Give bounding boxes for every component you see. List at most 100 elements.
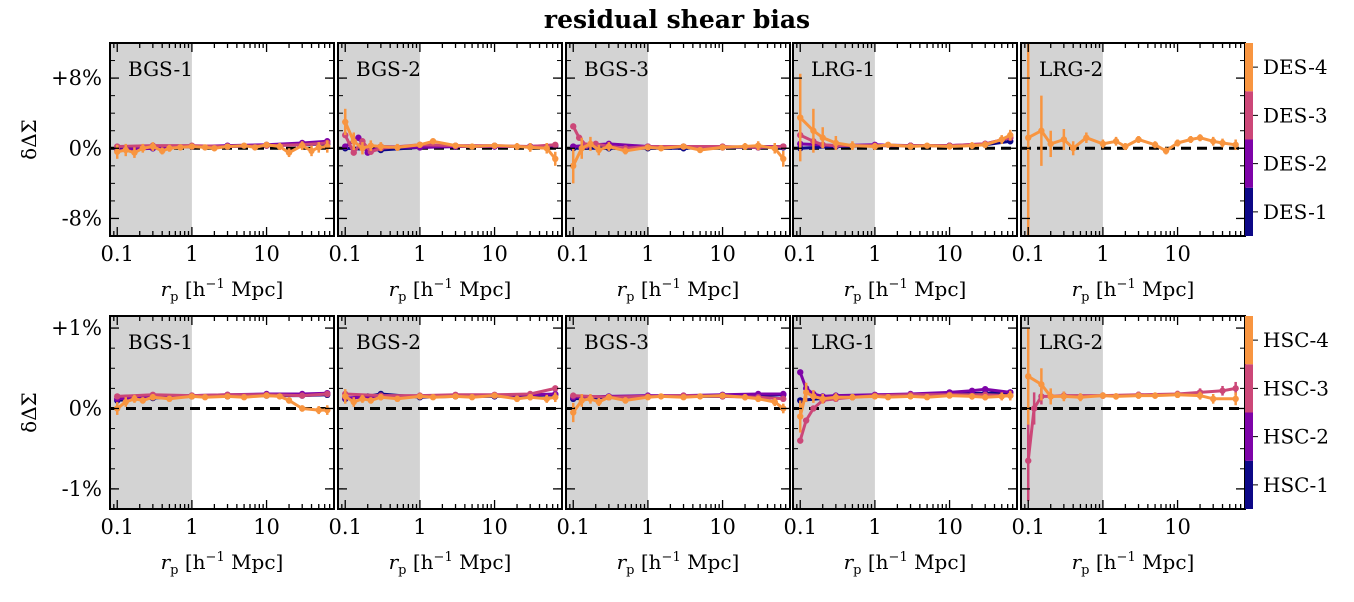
data-point xyxy=(819,395,826,403)
data-point xyxy=(139,397,147,404)
y-tick-label: 0% xyxy=(69,136,102,160)
colorbar-label: HSC-4 xyxy=(1263,328,1329,352)
data-point xyxy=(719,144,726,151)
data-point xyxy=(849,394,856,401)
x-tick-label: 0.1 xyxy=(784,242,817,266)
data-point xyxy=(188,143,196,150)
data-point xyxy=(315,144,322,151)
x-tick-label: 1 xyxy=(1096,515,1109,539)
data-point xyxy=(416,141,424,148)
panel-lrg-1: 0.1 1 10 LRG-1 rp [h−1 Mpc] xyxy=(784,42,1018,305)
series-layer xyxy=(570,390,787,423)
data-point xyxy=(1135,136,1142,143)
data-point xyxy=(754,142,762,149)
colorbar-swatch xyxy=(1245,43,1253,92)
data-point xyxy=(719,392,726,399)
data-point xyxy=(1174,139,1181,147)
data-point xyxy=(1038,127,1045,134)
panel-frame xyxy=(109,42,335,237)
x-tick-label: 10 xyxy=(936,242,963,266)
data-point xyxy=(188,393,196,400)
data-point xyxy=(1135,392,1142,399)
data-point xyxy=(595,146,603,154)
data-point xyxy=(587,140,594,148)
data-point xyxy=(741,394,749,401)
x-tick-label: 0.1 xyxy=(101,242,134,266)
data-point xyxy=(285,149,293,156)
data-point xyxy=(946,143,953,150)
series-des-4 xyxy=(570,136,787,184)
panel-lrg-2: 0.1 1 10 LRG-2 rp [h−1 Mpc] xyxy=(1012,315,1246,578)
colorbar-label: DES-2 xyxy=(1263,152,1328,176)
x-tick-label: 1 xyxy=(185,242,198,266)
series-hsc-4 xyxy=(114,392,331,415)
data-point xyxy=(491,392,498,399)
shaded-region xyxy=(566,316,648,509)
data-point xyxy=(1232,141,1239,148)
data-point xyxy=(1083,134,1090,141)
panel-label: LRG-2 xyxy=(1039,57,1103,81)
series-hsc-4 xyxy=(797,382,1014,433)
data-point xyxy=(342,393,349,400)
data-point xyxy=(1232,385,1239,392)
data-point xyxy=(570,123,577,130)
data-point xyxy=(224,143,231,150)
data-point xyxy=(1007,131,1014,139)
x-ticks xyxy=(565,316,791,509)
data-point xyxy=(263,141,270,148)
data-point xyxy=(998,136,1005,143)
data-point xyxy=(981,141,989,148)
data-point xyxy=(1112,393,1120,400)
x-tick-label: 0.1 xyxy=(101,515,134,539)
panel-label: BGS-3 xyxy=(584,330,649,354)
data-point xyxy=(981,385,989,393)
colorbar-swatch xyxy=(1245,412,1253,461)
data-point xyxy=(429,138,437,145)
data-point xyxy=(578,397,585,404)
data-point xyxy=(468,143,476,150)
data-point xyxy=(201,394,209,401)
data-point xyxy=(741,143,749,150)
y-tick-label: -1% xyxy=(62,477,102,501)
data-point xyxy=(810,393,817,400)
data-point xyxy=(884,394,892,401)
x-tick-label: 1 xyxy=(1096,242,1109,266)
panel-frame xyxy=(565,315,791,510)
x-tick-label: 10 xyxy=(253,515,280,539)
data-point xyxy=(622,397,629,404)
colorbar-swatch xyxy=(1245,139,1253,188)
shaded-region xyxy=(110,43,192,236)
colorbar-label: DES-3 xyxy=(1263,103,1328,127)
data-point xyxy=(177,144,184,151)
data-point xyxy=(416,393,424,400)
y-ticks xyxy=(793,327,1017,510)
data-point xyxy=(131,149,138,156)
series-des-4 xyxy=(342,108,559,166)
data-point xyxy=(696,146,704,154)
data-point xyxy=(622,147,629,155)
data-point xyxy=(819,134,826,141)
row-des: δΔΣ 0.1 1 10 BGS-1 rp [h−1 Mpc] 0.1 1 10 BGS-2 rp … xyxy=(17,42,1328,305)
data-point xyxy=(513,143,521,150)
data-point xyxy=(298,392,306,399)
data-point xyxy=(429,394,437,401)
data-point xyxy=(552,394,559,401)
y-axis-label: δΔΣ xyxy=(17,392,41,433)
y-ticks xyxy=(110,42,334,237)
x-ticks xyxy=(565,43,791,236)
shaded-region xyxy=(338,316,420,509)
data-point xyxy=(526,144,534,151)
x-tick-label: 1 xyxy=(185,515,198,539)
series-des-4 xyxy=(114,140,331,159)
data-point xyxy=(114,148,121,155)
y-ticks xyxy=(793,42,1017,237)
x-tick-label: 1 xyxy=(641,242,654,266)
series-layer xyxy=(342,385,559,407)
data-point xyxy=(810,127,817,134)
data-point xyxy=(1060,393,1068,400)
data-point xyxy=(342,118,349,126)
data-point xyxy=(367,142,375,149)
x-tick-label: 10 xyxy=(481,515,508,539)
x-tick-label: 0.1 xyxy=(329,515,362,539)
x-ticks xyxy=(792,316,1018,509)
